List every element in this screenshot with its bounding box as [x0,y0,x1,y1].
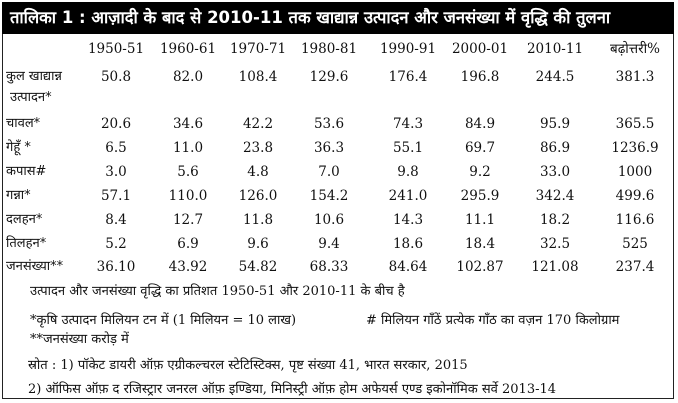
table-cell: 499.6 [615,188,655,204]
note-source-1: स्रोत : 1) पॉकेट डायरी ऑफ़ एग्रीकल्चरल स… [28,358,468,373]
row-label: कपास# [6,164,47,179]
table-cell: 82.0 [172,69,204,85]
table-cell: 86.9 [539,140,571,156]
table-cell: 84.64 [388,259,428,275]
table-cell: 23.8 [242,140,274,156]
column-header: 1990-91 [379,41,437,57]
table-cell: 36.3 [313,140,345,156]
table-cell: 34.6 [172,116,204,132]
table-cell: 55.1 [392,140,424,156]
table-cell: 102.87 [456,259,504,275]
table-cell: 381.3 [615,69,655,85]
table-cell: 74.3 [392,116,424,132]
table-cell: 237.4 [615,259,655,275]
row-label: चावल* [6,116,41,131]
note-growth: उत्पादन और जनसंख्या वृद्धि का प्रतिशत 19… [30,284,405,299]
table-cell: 18.2 [539,212,571,228]
column-header: बढ़ोत्तरी% [610,41,660,57]
table-cell: 20.6 [100,116,132,132]
table-title: तालिका 1 : आज़ादी के बाद से 2010-11 तक ख… [2,2,674,34]
table-cell: 116.6 [615,212,655,228]
table-cell: 18.4 [464,236,496,252]
table-cell: 11.8 [242,212,274,228]
table-cell: 7.0 [318,164,340,180]
table-cell: 9.4 [318,236,340,252]
table-cell: 53.6 [313,116,345,132]
table-cell: 129.6 [309,69,349,85]
table-cell: 69.7 [464,140,496,156]
table-cell: 33.0 [539,164,571,180]
row-label: तिलहन* [6,236,47,251]
row-label: गन्ना* [6,188,31,203]
row-label: दलहन* [6,212,43,227]
note-source-2: 2) ऑफिस ऑफ़ द रजिस्ट्रार जनरल ऑफ़ इण्डिय… [28,382,557,397]
column-header: 2010-11 [526,41,584,57]
table-cell: 154.2 [309,188,349,204]
note-bale-weight: # मिलियन गाँठें प्रत्येक गाँठ का वज़न 17… [366,313,620,328]
table-cell: 54.82 [238,259,278,275]
column-header: 1960-61 [159,41,217,57]
row-label: गेहूँ * [6,140,31,155]
column-header: 2000-01 [451,41,509,57]
table-cell: 108.4 [238,69,278,85]
table-cell: 18.6 [392,236,424,252]
table-cell: 110.0 [168,188,208,204]
table-cell: 68.33 [309,259,349,275]
table-cell: 5.6 [177,164,199,180]
row-label: कुल खाद्यान्न [6,69,62,84]
table-cell: 196.8 [460,69,500,85]
table-cell: 9.2 [469,164,491,180]
table-cell: 6.9 [177,236,199,252]
table-cell: 9.8 [397,164,419,180]
column-header: 1970-71 [229,41,287,57]
row-label-continued: उत्पादन* [10,90,52,105]
table-cell: 1236.9 [611,140,659,156]
table-cell: 43.92 [168,259,208,275]
table-cell: 9.6 [247,236,269,252]
table-cell: 365.5 [615,116,655,132]
note-unit-million-ton: *कृषि उत्पादन मिलियन टन में (1 मिलियन = … [30,313,297,328]
table-cell: 6.5 [105,140,127,156]
row-label: जनसंख्या** [6,259,64,274]
table-cell: 342.4 [535,188,575,204]
column-header: 1950-51 [87,41,145,57]
table-cell: 5.2 [105,236,127,252]
table-cell: 32.5 [539,236,571,252]
note-population-unit: **जनसंख्या करोड़ में [30,332,129,347]
table-cell: 11.1 [464,212,496,228]
table-cell: 11.0 [172,140,204,156]
table-cell: 84.9 [464,116,496,132]
table-cell: 57.1 [100,188,132,204]
table-cell: 14.3 [392,212,424,228]
table-cell: 8.4 [105,212,127,228]
table-cell: 1000 [617,164,653,180]
column-header: 1980-81 [300,41,358,57]
table-cell: 241.0 [388,188,428,204]
table-cell: 3.0 [105,164,127,180]
table-cell: 4.8 [247,164,269,180]
table-cell: 36.10 [96,259,136,275]
table-cell: 12.7 [172,212,204,228]
table-cell: 95.9 [539,116,571,132]
table-cell: 176.4 [388,69,428,85]
table-cell: 525 [622,236,648,252]
table-cell: 126.0 [238,188,278,204]
table-cell: 295.9 [460,188,500,204]
table-cell: 42.2 [242,116,274,132]
table-cell: 244.5 [535,69,575,85]
table-cell: 50.8 [100,69,132,85]
table-cell: 10.6 [313,212,345,228]
table-cell: 121.08 [531,259,579,275]
